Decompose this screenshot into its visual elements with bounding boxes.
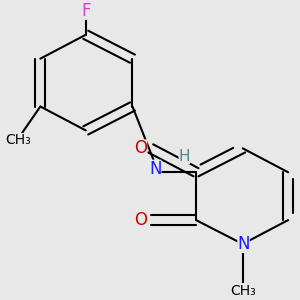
Text: H: H xyxy=(178,149,190,164)
Text: O: O xyxy=(134,139,147,157)
Text: F: F xyxy=(81,2,91,20)
Text: N: N xyxy=(237,235,250,253)
Text: N: N xyxy=(149,160,161,178)
Text: O: O xyxy=(134,211,147,229)
Text: CH₃: CH₃ xyxy=(230,284,256,298)
Text: CH₃: CH₃ xyxy=(5,133,31,147)
